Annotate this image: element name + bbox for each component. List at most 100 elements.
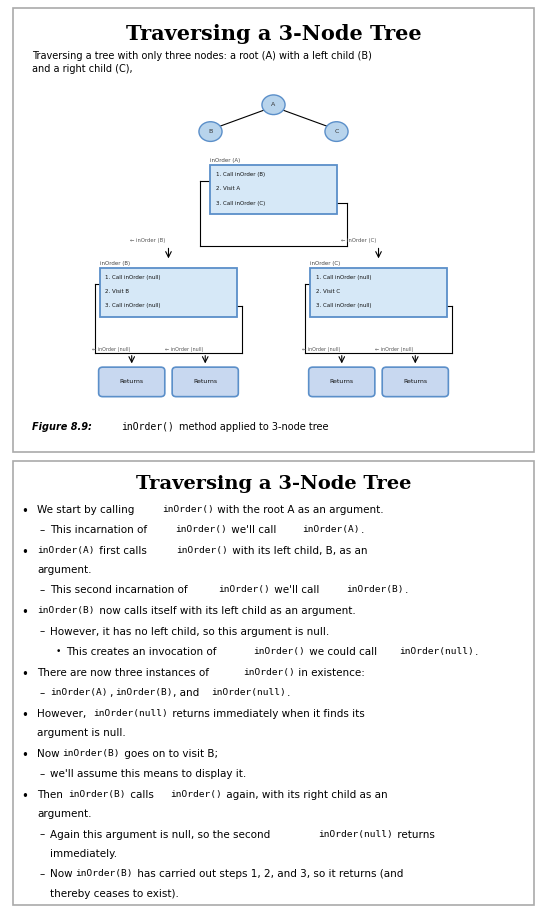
Text: Returns: Returns: [193, 379, 217, 385]
Text: inOrder(): inOrder(): [171, 790, 222, 799]
Circle shape: [262, 95, 285, 114]
FancyBboxPatch shape: [382, 367, 449, 397]
Text: ← inOrder (null): ← inOrder (null): [92, 346, 130, 352]
Text: Again this argument is null, so the second: Again this argument is null, so the seco…: [50, 830, 274, 839]
Text: •: •: [21, 606, 28, 619]
Text: inOrder (A): inOrder (A): [211, 158, 241, 163]
Text: 2. Visit B: 2. Visit B: [106, 289, 130, 294]
FancyBboxPatch shape: [100, 267, 237, 317]
Text: ,: ,: [109, 688, 112, 698]
Text: •: •: [21, 505, 28, 518]
Text: •: •: [56, 647, 61, 656]
Text: inOrder (C): inOrder (C): [310, 261, 341, 266]
Text: argument.: argument.: [37, 565, 92, 575]
Text: ← inOrder (null): ← inOrder (null): [165, 346, 203, 352]
Text: in existence:: in existence:: [295, 668, 365, 678]
Text: .: .: [404, 585, 408, 595]
Text: Then: Then: [37, 790, 66, 800]
Text: inOrder(): inOrder(): [175, 525, 227, 534]
Text: Traversing a 3-Node Tree: Traversing a 3-Node Tree: [136, 475, 411, 494]
Text: with the root A as an argument.: with the root A as an argument.: [214, 505, 384, 515]
Text: .: .: [361, 525, 364, 535]
Text: ← inOrder (B): ← inOrder (B): [131, 238, 166, 244]
Text: first calls: first calls: [96, 546, 150, 556]
Circle shape: [199, 122, 222, 141]
Text: inOrder(): inOrder(): [219, 585, 270, 594]
Text: ← inOrder (null): ← inOrder (null): [375, 346, 414, 352]
Text: inOrder(A): inOrder(A): [302, 525, 360, 534]
Text: We start by calling: We start by calling: [37, 505, 138, 515]
Text: A: A: [271, 103, 276, 107]
Text: ← inOrder (C): ← inOrder (C): [341, 238, 376, 244]
FancyBboxPatch shape: [310, 267, 447, 317]
Text: again, with its right child as an: again, with its right child as an: [223, 790, 388, 800]
Text: 3. Call inOrder (C): 3. Call inOrder (C): [216, 201, 265, 205]
FancyBboxPatch shape: [309, 367, 375, 397]
Text: inOrder(null): inOrder(null): [318, 830, 393, 838]
Text: 3. Call inOrder (null): 3. Call inOrder (null): [106, 303, 161, 309]
Text: inOrder(B): inOrder(B): [346, 585, 404, 594]
Text: 2. Visit C: 2. Visit C: [316, 289, 340, 294]
Text: –: –: [40, 585, 45, 595]
Text: inOrder(): inOrder(): [253, 647, 305, 656]
Text: method applied to 3-node tree: method applied to 3-node tree: [179, 421, 329, 431]
Text: thereby ceases to exist).: thereby ceases to exist).: [50, 889, 179, 899]
Text: inOrder(B): inOrder(B): [75, 869, 133, 878]
Text: immediately.: immediately.: [50, 849, 118, 858]
Text: –: –: [40, 525, 45, 535]
Text: Now: Now: [37, 748, 63, 758]
Text: we'll call: we'll call: [228, 525, 279, 535]
Text: •: •: [21, 668, 28, 681]
Text: now calls itself with its left child as an argument.: now calls itself with its left child as …: [96, 606, 356, 616]
Text: Returns: Returns: [120, 379, 144, 385]
Text: inOrder(B): inOrder(B): [62, 748, 120, 758]
FancyBboxPatch shape: [172, 367, 238, 397]
FancyBboxPatch shape: [211, 165, 336, 214]
Text: we could call: we could call: [306, 647, 380, 657]
Text: we'll assume this means to display it.: we'll assume this means to display it.: [50, 769, 247, 780]
Text: 1. Call inOrder (null): 1. Call inOrder (null): [106, 275, 161, 280]
Circle shape: [325, 122, 348, 141]
Text: –: –: [40, 830, 45, 839]
Text: 1. Call inOrder (B): 1. Call inOrder (B): [216, 172, 265, 178]
FancyBboxPatch shape: [13, 461, 534, 906]
Text: Now: Now: [50, 869, 76, 879]
Text: inOrder(null): inOrder(null): [211, 688, 286, 697]
Text: 2. Visit A: 2. Visit A: [216, 187, 240, 191]
Text: –: –: [40, 627, 45, 637]
Text: inOrder(A): inOrder(A): [50, 688, 108, 697]
Text: has carried out steps 1, 2, and 3, so it returns (and: has carried out steps 1, 2, and 3, so it…: [133, 869, 403, 879]
Text: •: •: [21, 546, 28, 559]
Text: , and: , and: [173, 688, 203, 698]
Text: inOrder(A): inOrder(A): [37, 546, 95, 555]
Text: inOrder(): inOrder(): [177, 546, 229, 555]
Text: 1. Call inOrder (null): 1. Call inOrder (null): [316, 275, 371, 280]
Text: inOrder(): inOrder(): [121, 421, 174, 431]
Text: argument.: argument.: [37, 809, 92, 819]
Text: inOrder(B): inOrder(B): [115, 688, 172, 697]
Text: This second incarnation of: This second incarnation of: [50, 585, 191, 595]
Text: returns immediately when it finds its: returns immediately when it finds its: [169, 709, 365, 719]
Text: Returns: Returns: [403, 379, 427, 385]
Text: with its left child, B, as an: with its left child, B, as an: [229, 546, 368, 556]
Text: .: .: [287, 688, 290, 698]
Text: .: .: [475, 647, 479, 657]
Text: There are now three instances of: There are now three instances of: [37, 668, 212, 678]
Text: C: C: [334, 129, 339, 134]
FancyBboxPatch shape: [98, 367, 165, 397]
Text: returns: returns: [394, 830, 435, 839]
FancyBboxPatch shape: [13, 7, 534, 453]
Text: Figure 8.9:: Figure 8.9:: [32, 421, 92, 431]
Text: However,: However,: [37, 709, 90, 719]
Text: we'll call: we'll call: [271, 585, 323, 595]
Text: This incarnation of: This incarnation of: [50, 525, 151, 535]
Text: 3. Call inOrder (null): 3. Call inOrder (null): [316, 303, 371, 309]
Text: •: •: [21, 748, 28, 761]
Text: B: B: [208, 129, 213, 134]
Text: Traversing a 3-Node Tree: Traversing a 3-Node Tree: [126, 25, 421, 44]
Text: ← inOrder (null): ← inOrder (null): [302, 346, 340, 352]
Text: inOrder(B): inOrder(B): [37, 606, 95, 615]
Text: calls: calls: [127, 790, 157, 800]
Text: inOrder(): inOrder(): [162, 505, 214, 514]
Text: This creates an invocation of: This creates an invocation of: [66, 647, 220, 657]
